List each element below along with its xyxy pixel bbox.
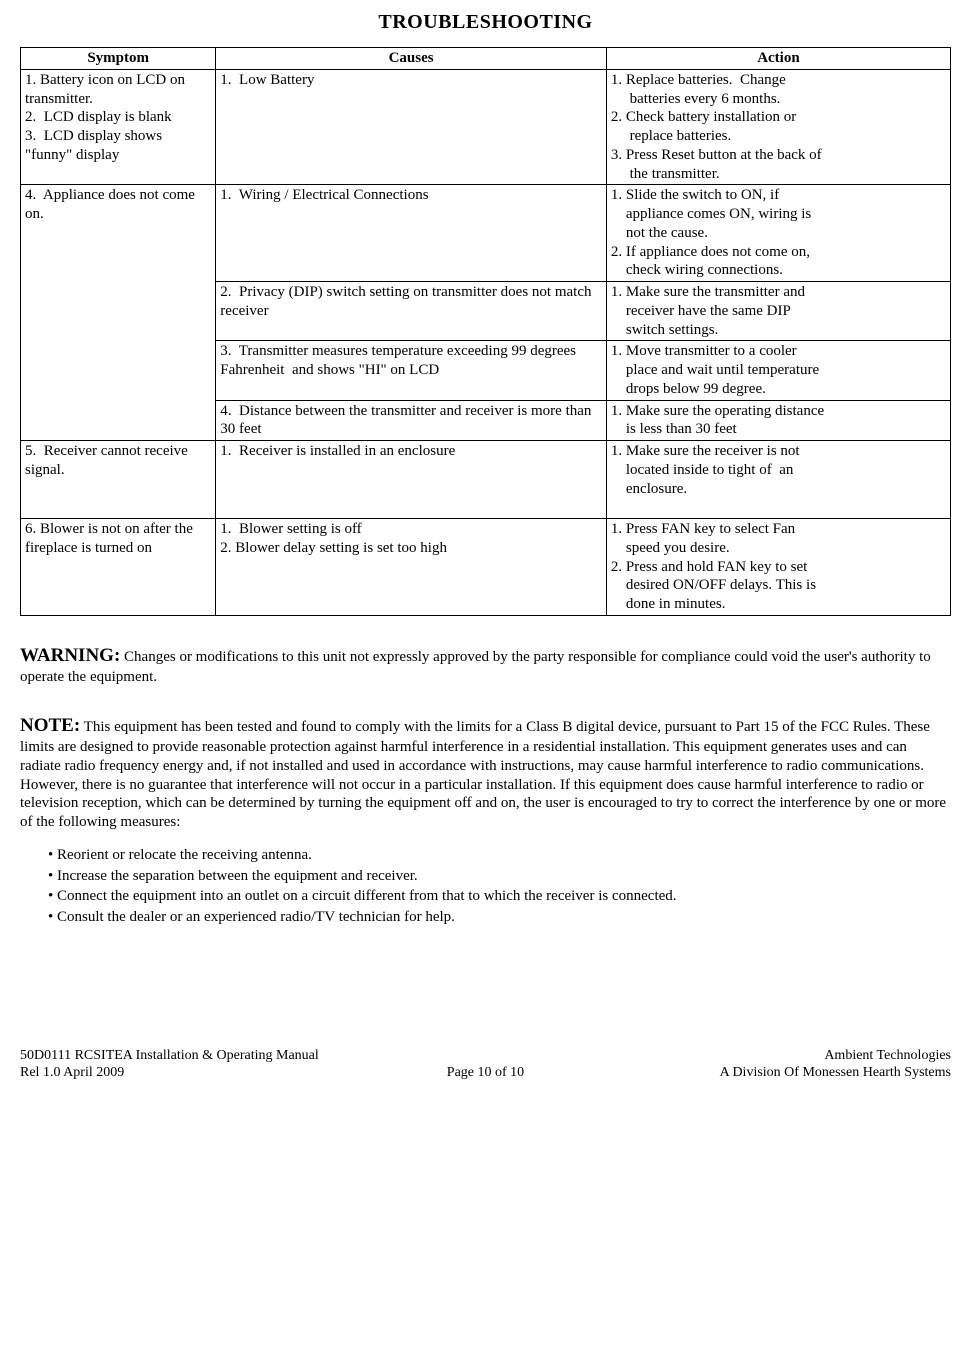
footer-doc-id: 50D0111 RCSITEA Installation & Operating… bbox=[20, 1047, 374, 1065]
bullet-item: • Consult the dealer or an experienced r… bbox=[48, 908, 951, 927]
note-text: This equipment has been tested and found… bbox=[20, 719, 946, 830]
bullet-item: • Reorient or relocate the receiving ant… bbox=[48, 846, 951, 865]
cause-cell: 3. Transmitter measures temperature exce… bbox=[216, 341, 607, 400]
action-cell: 1. Make sure the receiver is not located… bbox=[606, 441, 950, 519]
table-row: 1. Battery icon on LCD on transmitter. 2… bbox=[21, 69, 951, 185]
troubleshooting-table: SymptomCausesAction 1. Battery icon on L… bbox=[20, 47, 951, 616]
symptom-cell: 6. Blower is not on after the fireplace … bbox=[21, 519, 216, 616]
action-cell: 1. Move transmitter to a cooler place an… bbox=[606, 341, 950, 400]
table-header-cell: Action bbox=[606, 48, 950, 70]
table-row: 4. Appliance does not come on.1. Wiring … bbox=[21, 185, 951, 282]
footer-page-number: Page 10 of 10 bbox=[374, 1064, 597, 1082]
footer-left: 50D0111 RCSITEA Installation & Operating… bbox=[20, 1047, 374, 1082]
warning-paragraph: WARNING: Changes or modifications to thi… bbox=[20, 644, 951, 687]
cause-cell: 1. Wiring / Electrical Connections bbox=[216, 185, 607, 282]
note-paragraph: NOTE: This equipment has been tested and… bbox=[20, 714, 951, 927]
footer-rel-date: Rel 1.0 April 2009 bbox=[20, 1064, 374, 1082]
cause-cell: 1. Receiver is installed in an enclosure bbox=[216, 441, 607, 519]
cause-cell: 4. Distance between the transmitter and … bbox=[216, 400, 607, 441]
table-row: 5. Receiver cannot receive signal. 1. Re… bbox=[21, 441, 951, 519]
action-cell: 1. Make sure the operating distance is l… bbox=[606, 400, 950, 441]
action-cell: 1. Replace batteries. Change batteries e… bbox=[606, 69, 950, 185]
warning-label: WARNING: bbox=[20, 645, 120, 666]
note-label: NOTE: bbox=[20, 715, 80, 736]
cause-cell: 1. Low Battery bbox=[216, 69, 607, 185]
footer-company: Ambient Technologies bbox=[597, 1047, 951, 1065]
footer-division: A Division Of Monessen Hearth Systems bbox=[597, 1064, 951, 1082]
action-cell: 1. Press FAN key to select Fan speed you… bbox=[606, 519, 950, 616]
action-cell: 1. Make sure the transmitter and receive… bbox=[606, 282, 950, 341]
bullet-item: • Connect the equipment into an outlet o… bbox=[48, 887, 951, 906]
table-body: 1. Battery icon on LCD on transmitter. 2… bbox=[21, 69, 951, 615]
note-bullet-list: • Reorient or relocate the receiving ant… bbox=[48, 846, 951, 927]
symptom-cell: 5. Receiver cannot receive signal. bbox=[21, 441, 216, 519]
cause-cell: 2. Privacy (DIP) switch setting on trans… bbox=[216, 282, 607, 341]
table-header-cell: Causes bbox=[216, 48, 607, 70]
bullet-item: • Increase the separation between the eq… bbox=[48, 867, 951, 886]
page-title: TROUBLESHOOTING bbox=[20, 10, 951, 35]
cause-cell: 1. Blower setting is off 2. Blower delay… bbox=[216, 519, 607, 616]
table-header-row: SymptomCausesAction bbox=[21, 48, 951, 70]
footer-right: Ambient Technologies A Division Of Mones… bbox=[597, 1047, 951, 1082]
table-row: 6. Blower is not on after the fireplace … bbox=[21, 519, 951, 616]
symptom-cell: 1. Battery icon on LCD on transmitter. 2… bbox=[21, 69, 216, 185]
action-cell: 1. Slide the switch to ON, if appliance … bbox=[606, 185, 950, 282]
symptom-cell: 4. Appliance does not come on. bbox=[21, 185, 216, 441]
warning-text: Changes or modifications to this unit no… bbox=[20, 649, 931, 685]
table-header-cell: Symptom bbox=[21, 48, 216, 70]
page-footer: 50D0111 RCSITEA Installation & Operating… bbox=[20, 1047, 951, 1082]
